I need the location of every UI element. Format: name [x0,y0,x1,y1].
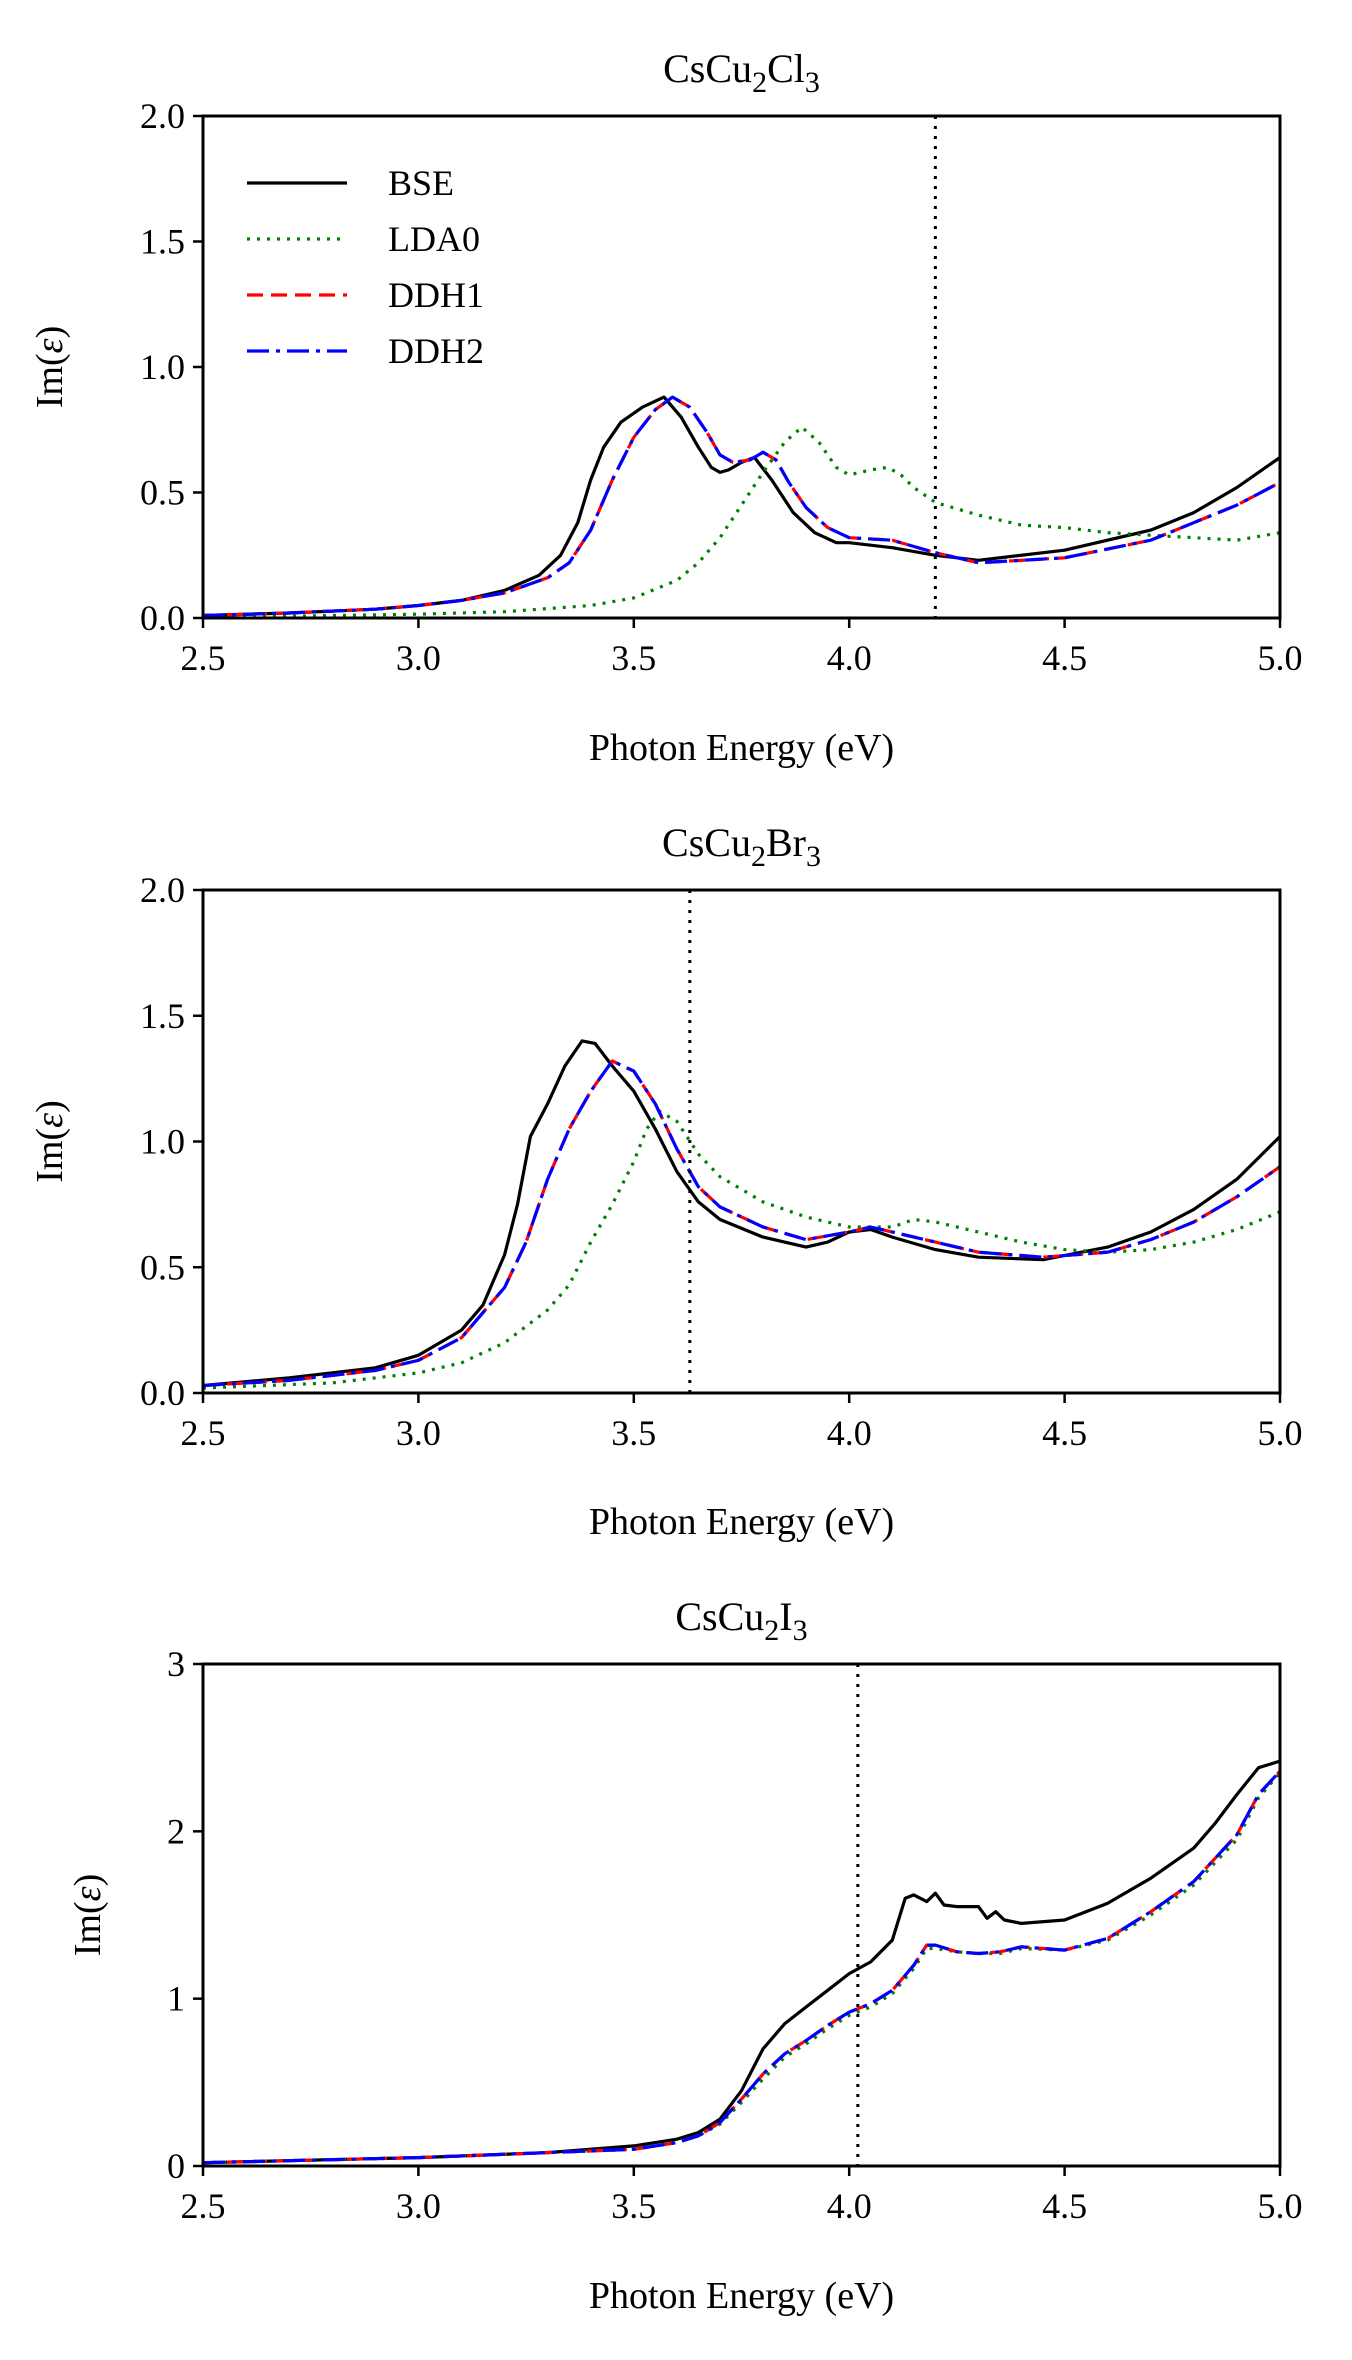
y-axis-label-part: ε [29,1113,71,1128]
series-line-ddh2 [203,395,1280,618]
series-line-bse [203,1039,1280,1388]
y-tick-label: 1.5 [140,222,185,262]
series-group [203,1759,1280,2165]
x-tick-label: 3.5 [611,1413,656,1453]
series-line-ddh2 [203,1059,1280,1388]
chart-panel-2: CsCu2Br3 2.5 3.0 3.5 4.0 4.5 5.0 0.0 0.5 1.0 1.5 2.… [29,820,1303,1543]
y-axis-label-part: ) [29,1100,71,1113]
chart-title-part: I [779,1594,792,1639]
series-line-lda0 [203,425,1280,618]
y-tick-label: 2 [167,1811,185,1851]
x-tick-label: 4.0 [827,1413,872,1453]
chart-title-part: Cl [767,46,805,91]
chart-title-part: 3 [806,840,821,873]
legend-label-lda0: LDA0 [388,219,480,259]
axes-frame [201,888,1282,1395]
chart-title: CsCu2Br3 [662,820,821,873]
axes-frame [201,114,1282,620]
series-group [203,395,1280,618]
x-tick-label: 5.0 [1258,1413,1303,1453]
x-tick-label: 2.5 [181,1413,226,1453]
y-tick-label: 3 [167,1644,185,1684]
y-tick-label: 0 [167,2146,185,2186]
y-tick-label: 0.5 [140,473,185,513]
series-line-lda0 [203,1771,1280,2165]
y-axis-label: Im(ε) [67,1874,109,1957]
chart-title-part: 3 [805,66,820,99]
legend: BSE LDA0 DDH1 DDH2 [247,163,484,371]
y-axis-label-part: ) [29,326,71,339]
legend-label-ddh2: DDH2 [388,331,484,371]
x-tick-label: 4.0 [827,638,872,678]
x-tick-label: 4.0 [827,2186,872,2226]
chart-title-part: 2 [751,840,766,873]
y-tick-label: 1.5 [140,996,185,1036]
series-group [203,1039,1280,1390]
y-axis-label-part: ) [67,1874,109,1887]
y-tick-label: 0.0 [140,1373,185,1413]
x-tick-label: 4.5 [1042,1413,1087,1453]
chart-title: CsCu2I3 [675,1594,807,1647]
y-tick-label: 1 [167,1979,185,2019]
series-line-bse [203,1759,1280,2165]
chart-title-part: 2 [764,1614,779,1647]
x-tick-label: 3.5 [611,2186,656,2226]
series-line-ddh2 [203,1770,1280,2165]
y-axis-label: Im(ε) [29,326,71,409]
series-line-ddh1 [203,1059,1280,1388]
x-tick-label: 5.0 [1258,638,1303,678]
series-line-ddh1 [203,395,1280,618]
y-tick-label: 0.0 [140,598,185,638]
y-tick-label: 2.0 [140,96,185,136]
legend-label-bse: BSE [388,163,454,203]
chart-title-part: 3 [793,1614,808,1647]
chart-title-part: CsCu [662,820,751,865]
y-tick-label: 1.0 [140,347,185,387]
chart-title-part: 2 [752,66,767,99]
x-tick-label: 2.5 [181,2186,226,2226]
x-axis-label: Photon Energy (eV) [589,2275,894,2317]
y-axis-label: Im(ε) [29,1100,71,1183]
x-tick-label: 4.5 [1042,638,1087,678]
x-tick-label: 5.0 [1258,2186,1303,2226]
x-tick-label: 4.5 [1042,2186,1087,2226]
legend-label-ddh1: DDH1 [388,275,484,315]
y-axis-label-part: Im( [67,1901,109,1956]
x-tick-label: 3.0 [396,2186,441,2226]
x-axis-label: Photon Energy (eV) [589,727,894,769]
chart-panel-1: CsCu2Cl3 2.5 3.0 3.5 4.0 4.5 5.0 0.0 0.5 1.0 1.5 2.… [29,46,1303,769]
x-tick-label: 3.0 [396,1413,441,1453]
axes-frame [201,1662,1282,2168]
chart-title-part: CsCu [663,46,752,91]
x-tick-label: 2.5 [181,638,226,678]
y-tick-label: 0.5 [140,1247,185,1287]
x-axis-label: Photon Energy (eV) [589,1501,894,1543]
chart-title-part: Br [766,820,806,865]
y-axis-label-part: ε [29,338,71,353]
y-axis-label-part: Im( [29,1128,71,1183]
x-tick-label: 3.0 [396,638,441,678]
y-axis-label-part: Im( [29,353,71,408]
chart-title-part: CsCu [675,1594,764,1639]
series-line-lda0 [203,1109,1280,1390]
chart-title: CsCu2Cl3 [663,46,820,99]
series-line-bse [203,395,1280,618]
y-tick-label: 1.0 [140,1122,185,1162]
y-axis-label-part: ε [67,1886,109,1901]
x-tick-label: 3.5 [611,638,656,678]
y-tick-label: 2.0 [140,870,185,910]
